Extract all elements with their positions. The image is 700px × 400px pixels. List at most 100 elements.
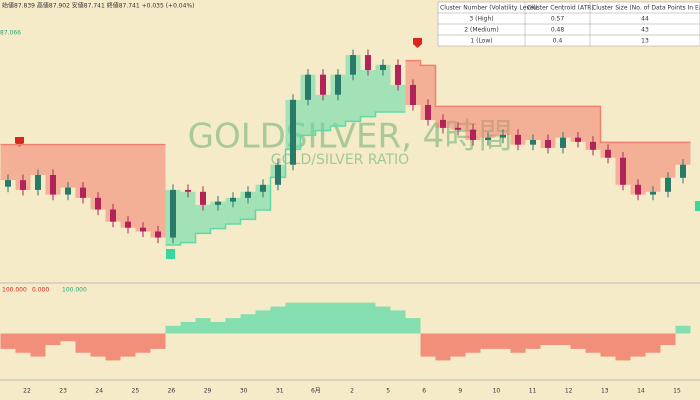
oscillator-bar — [0, 333, 16, 349]
x-tick-label: 26 — [168, 388, 176, 395]
oscillator-bar — [210, 321, 226, 334]
stop-band — [390, 84, 406, 112]
stop-band — [105, 144, 121, 222]
candle-body — [35, 175, 41, 190]
candle-body — [230, 197, 236, 202]
candle-body — [65, 187, 71, 195]
buy-signal — [166, 249, 175, 259]
candle-body — [455, 127, 461, 130]
table-cell: 13 — [641, 38, 649, 45]
table-cell: 43 — [641, 27, 649, 34]
candle-body — [50, 175, 56, 195]
ohlc-header: 始値87.839 高値87.902 安値87.741 終値87.741 +0.0… — [2, 2, 195, 10]
oscillator-bar — [675, 325, 691, 334]
candle-body — [650, 191, 656, 195]
candle-body — [305, 74, 311, 100]
x-tick-label: 22 — [23, 388, 31, 395]
oscillator-bar — [405, 318, 421, 334]
x-tick-label: 10 — [493, 388, 501, 395]
x-tick-label: 15 — [673, 388, 681, 395]
stop-band — [225, 197, 241, 224]
oscillator-bar — [570, 333, 586, 349]
stop-band — [0, 144, 16, 181]
table-header: Cluster Size (No. of Data Points In Each… — [592, 5, 700, 12]
candle-body — [80, 187, 86, 198]
stop-band — [315, 94, 331, 131]
oscillator-bar — [540, 333, 556, 346]
oscillator-bar — [240, 314, 256, 334]
x-tick-label: 31 — [276, 388, 284, 395]
oscillator-bar — [435, 333, 451, 361]
candle-body — [335, 74, 341, 95]
stop-band — [345, 55, 361, 122]
table-cell: 0.4 — [553, 38, 563, 45]
stop-band — [480, 106, 496, 138]
oscillator-bar — [300, 302, 316, 334]
oscillator-bar — [600, 333, 616, 357]
candle-body — [680, 164, 686, 178]
x-tick-label: 30 — [240, 388, 248, 395]
oscillator-bar — [555, 333, 571, 346]
oscillator-bar — [180, 321, 196, 334]
candle-body — [170, 189, 176, 238]
oscillator-bar — [135, 333, 151, 353]
oscillator-bar — [30, 333, 46, 357]
x-tick-label: 6 — [422, 388, 426, 395]
candle-body — [545, 140, 551, 148]
stop-band — [555, 106, 571, 138]
stop-band — [450, 106, 466, 130]
watermark-subtitle: GOLD/SILVER RATIO — [271, 152, 409, 168]
oscillator-bar — [390, 310, 406, 334]
candle-body — [425, 105, 431, 120]
candle-body — [620, 157, 626, 185]
candle-body — [200, 191, 206, 205]
candle-body — [20, 180, 26, 190]
candle-body — [500, 134, 506, 138]
oscillator-label: 0.000 — [32, 287, 49, 294]
candle-body — [215, 201, 221, 205]
oscillator-bar — [165, 325, 181, 334]
oscillator-bar — [15, 333, 31, 353]
x-tick-label: 5 — [386, 388, 390, 395]
oscillator-bar — [585, 333, 601, 353]
x-tick-label: 12 — [565, 388, 573, 395]
x-tick-label: 29 — [204, 388, 212, 395]
stop-band — [630, 142, 646, 195]
table-cell: 0.57 — [551, 16, 565, 23]
oscillator-bar — [615, 333, 631, 361]
stop-band — [15, 144, 31, 190]
stop-band — [525, 106, 541, 140]
candle-body — [560, 137, 566, 148]
x-tick-label: 14 — [637, 388, 645, 395]
oscillator-bar — [90, 333, 106, 357]
candle-body — [155, 231, 161, 238]
oscillator-bar — [510, 333, 526, 353]
oscillator-bar — [315, 302, 331, 334]
candle-body — [140, 227, 146, 232]
table-header: Cluster Centroid (ATR) — [527, 5, 594, 12]
oscillator-label: 100.000 — [62, 287, 87, 294]
stop-band — [420, 65, 436, 120]
stop-band — [465, 106, 481, 140]
stop-band — [510, 106, 526, 145]
candle-body — [395, 64, 401, 85]
oscillator-bar — [45, 333, 61, 346]
x-tick-label: 23 — [59, 388, 67, 395]
stop-band — [195, 204, 211, 234]
table-cell: 1 (Low) — [470, 38, 492, 45]
oscillator-bar — [105, 333, 121, 361]
oscillator-bar — [360, 302, 376, 334]
stop-band — [570, 106, 586, 142]
candle-body — [590, 141, 596, 150]
table-cell: 0.48 — [551, 27, 565, 34]
table-cell: 2 (Medium) — [464, 27, 498, 34]
oscillator-bar — [480, 333, 496, 349]
oscillator-bar — [270, 306, 286, 334]
candle-body — [410, 84, 416, 105]
oscillator-label: 100.000 — [2, 287, 27, 294]
oscillator-bar — [630, 333, 646, 357]
table-header: Cluster Number (Volatility Level) — [440, 5, 538, 12]
candle-body — [365, 55, 371, 70]
candle-body — [275, 164, 281, 185]
